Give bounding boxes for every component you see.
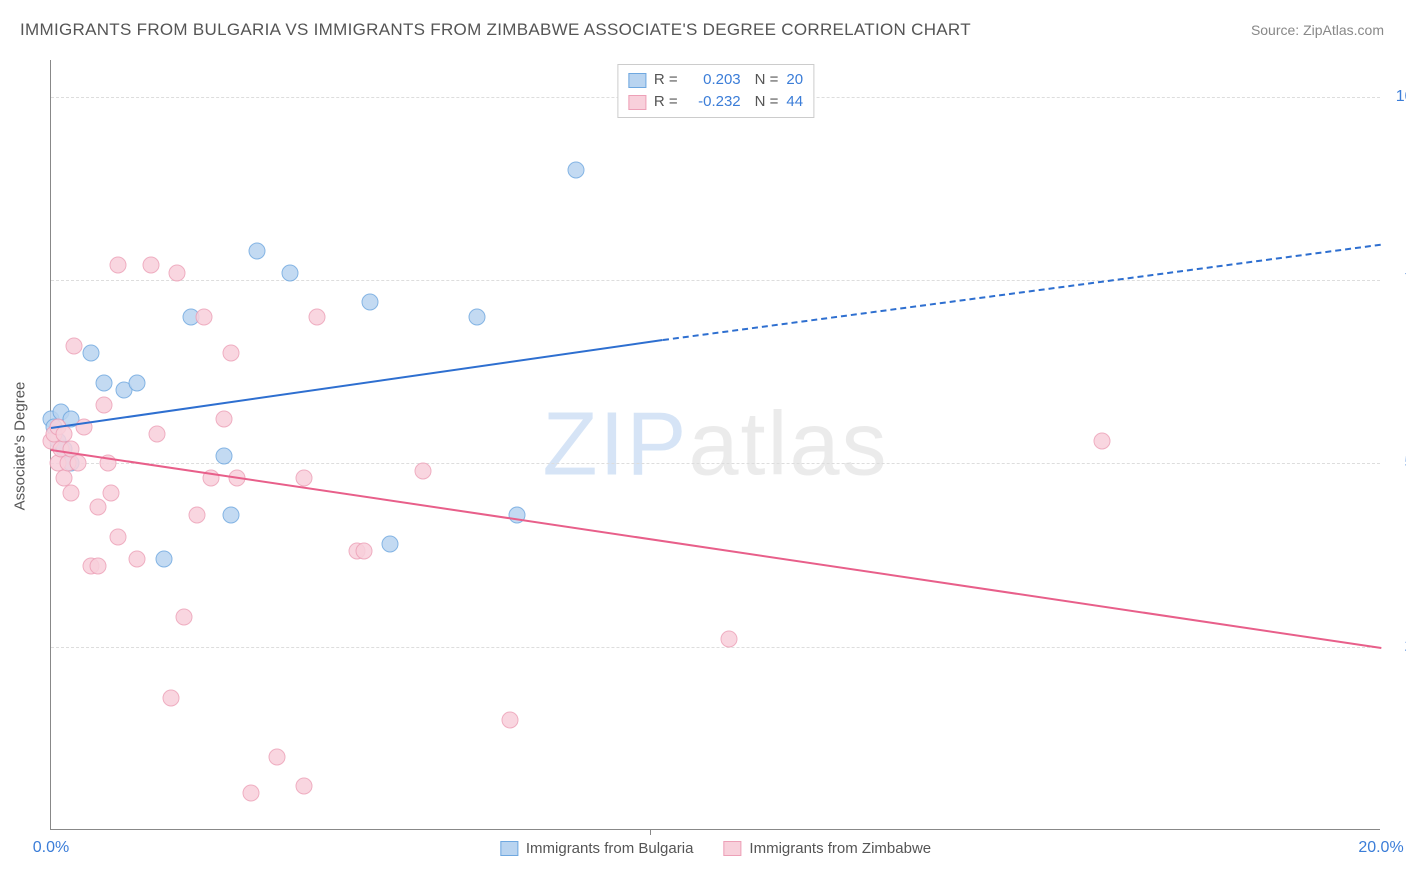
- data-point-zimbabwe: [149, 426, 166, 443]
- watermark: ZIPatlas: [542, 393, 888, 496]
- n-label: N =: [755, 69, 779, 91]
- data-point-bulgaria: [156, 550, 173, 567]
- n-value-2: 44: [786, 91, 803, 113]
- gridline-h: [51, 463, 1380, 464]
- data-point-zimbabwe: [269, 748, 286, 765]
- data-point-bulgaria: [468, 308, 485, 325]
- data-point-bulgaria: [82, 345, 99, 362]
- data-point-bulgaria: [568, 162, 585, 179]
- data-point-zimbabwe: [109, 528, 126, 545]
- data-point-zimbabwe: [222, 345, 239, 362]
- data-point-bulgaria: [362, 294, 379, 311]
- data-point-zimbabwe: [62, 484, 79, 501]
- x-tick-label: 20.0%: [1358, 839, 1403, 857]
- data-point-zimbabwe: [129, 550, 146, 567]
- data-point-zimbabwe: [195, 308, 212, 325]
- data-point-bulgaria: [382, 536, 399, 553]
- y-tick-label: 75.0%: [1390, 271, 1406, 289]
- legend-row-1: R = 0.203 N = 20: [628, 69, 803, 91]
- y-tick-label: 25.0%: [1390, 638, 1406, 656]
- data-point-zimbabwe: [721, 631, 738, 648]
- x-minor-tick: [650, 829, 651, 835]
- data-point-zimbabwe: [215, 411, 232, 428]
- data-point-zimbabwe: [89, 558, 106, 575]
- source-attribution: Source: ZipAtlas.com: [1251, 22, 1384, 38]
- data-point-zimbabwe: [295, 470, 312, 487]
- data-point-zimbabwe: [1093, 433, 1110, 450]
- data-point-zimbabwe: [176, 609, 193, 626]
- data-point-zimbabwe: [109, 257, 126, 274]
- data-point-zimbabwe: [102, 484, 119, 501]
- data-point-zimbabwe: [295, 778, 312, 795]
- data-point-bulgaria: [282, 264, 299, 281]
- data-point-zimbabwe: [69, 455, 86, 472]
- data-point-zimbabwe: [96, 396, 113, 413]
- data-point-bulgaria: [129, 374, 146, 391]
- r-value-2: -0.232: [686, 91, 741, 113]
- watermark-part1: ZIP: [542, 394, 688, 494]
- swatch-series1-icon: [500, 841, 518, 856]
- data-point-bulgaria: [249, 242, 266, 259]
- data-point-zimbabwe: [169, 264, 186, 281]
- legend-label-1: Immigrants from Bulgaria: [526, 840, 694, 857]
- legend-item-2: Immigrants from Zimbabwe: [723, 840, 931, 857]
- data-point-zimbabwe: [355, 543, 372, 560]
- series-legend: Immigrants from Bulgaria Immigrants from…: [480, 840, 951, 857]
- x-tick-label: 0.0%: [33, 839, 69, 857]
- trend-line: [663, 243, 1381, 340]
- y-tick-label: 100.0%: [1390, 88, 1406, 106]
- legend-label-2: Immigrants from Zimbabwe: [749, 840, 931, 857]
- watermark-part2: atlas: [688, 394, 888, 494]
- chart-title: IMMIGRANTS FROM BULGARIA VS IMMIGRANTS F…: [20, 20, 971, 40]
- data-point-zimbabwe: [309, 308, 326, 325]
- legend-item-1: Immigrants from Bulgaria: [500, 840, 694, 857]
- data-point-bulgaria: [215, 448, 232, 465]
- gridline-h: [51, 647, 1380, 648]
- data-point-zimbabwe: [242, 785, 259, 802]
- data-point-zimbabwe: [189, 506, 206, 523]
- plot-area: ZIPatlas R = 0.203 N = 20 R = -0.232 N =…: [50, 60, 1380, 830]
- gridline-h: [51, 280, 1380, 281]
- data-point-zimbabwe: [501, 712, 518, 729]
- r-label: R =: [654, 91, 678, 113]
- trend-line: [51, 449, 1381, 649]
- legend-row-2: R = -0.232 N = 44: [628, 91, 803, 113]
- data-point-zimbabwe: [89, 499, 106, 516]
- r-value-1: 0.203: [686, 69, 741, 91]
- data-point-zimbabwe: [415, 462, 432, 479]
- n-value-1: 20: [786, 69, 803, 91]
- y-tick-label: 50.0%: [1390, 454, 1406, 472]
- data-point-bulgaria: [96, 374, 113, 391]
- swatch-series2: [628, 95, 646, 110]
- data-point-zimbabwe: [142, 257, 159, 274]
- r-label: R =: [654, 69, 678, 91]
- y-axis-label: Associate's Degree: [12, 382, 29, 511]
- data-point-zimbabwe: [162, 690, 179, 707]
- swatch-series1: [628, 73, 646, 88]
- correlation-legend: R = 0.203 N = 20 R = -0.232 N = 44: [617, 64, 814, 118]
- data-point-bulgaria: [222, 506, 239, 523]
- n-label: N =: [755, 91, 779, 113]
- data-point-zimbabwe: [66, 338, 83, 355]
- swatch-series2-icon: [723, 841, 741, 856]
